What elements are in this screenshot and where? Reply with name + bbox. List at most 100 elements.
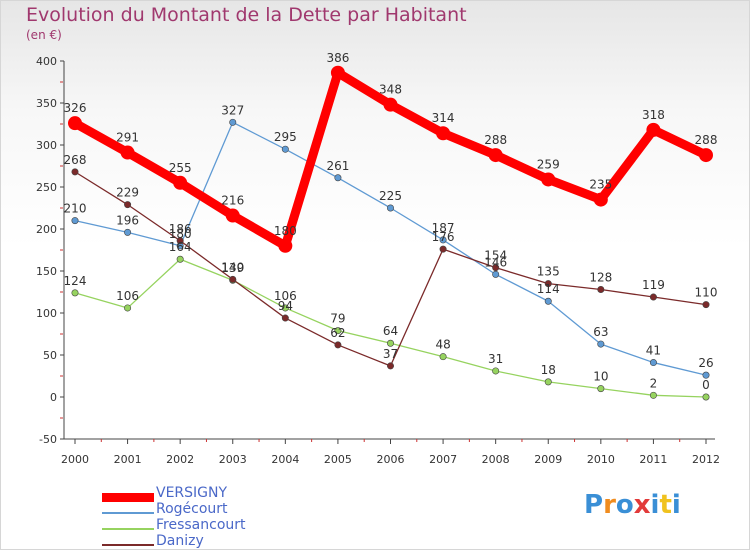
data-label: 268 <box>64 153 87 167</box>
y-tick-label: 250 <box>36 181 57 194</box>
data-point <box>229 275 237 283</box>
data-point <box>597 285 605 293</box>
data-label: 106 <box>274 289 297 303</box>
data-point <box>386 362 394 370</box>
x-tick-label: 2005 <box>324 453 352 466</box>
y-tick-label: 0 <box>50 391 57 404</box>
data-label: 186 <box>169 222 192 236</box>
data-label: 216 <box>221 194 244 208</box>
logo-letter: i <box>650 490 660 520</box>
data-label: 261 <box>326 159 349 173</box>
x-tick-label: 2010 <box>587 453 615 466</box>
y-tick-label: 350 <box>36 97 57 110</box>
data-label: 176 <box>432 230 455 244</box>
logo-letter: o <box>615 490 634 520</box>
data-label: 10 <box>593 370 608 384</box>
data-point <box>229 118 237 126</box>
data-point <box>439 236 447 244</box>
data-label: 327 <box>221 103 244 117</box>
logo-letter: i <box>671 490 681 520</box>
data-point <box>436 126 451 141</box>
data-label: 0 <box>702 378 710 392</box>
data-point <box>281 314 289 322</box>
x-tick-label: 2004 <box>271 453 299 466</box>
data-label: 235 <box>589 178 612 192</box>
data-point <box>334 341 342 349</box>
data-point <box>702 371 710 379</box>
legend-label: Danizy <box>156 533 204 549</box>
data-label: 119 <box>642 278 665 292</box>
data-label: 229 <box>116 186 139 200</box>
data-label: 187 <box>432 221 455 235</box>
data-point <box>124 228 132 236</box>
data-label: 63 <box>593 325 608 339</box>
data-label: 386 <box>326 51 349 65</box>
data-point <box>541 172 556 187</box>
data-point <box>71 168 79 176</box>
x-tick-label: 2001 <box>114 453 142 466</box>
data-label: 18 <box>541 363 556 377</box>
data-label: 146 <box>484 255 507 269</box>
data-label: 259 <box>537 157 560 171</box>
legend-label: Fressancourt <box>156 517 246 533</box>
data-label: 140 <box>221 260 244 274</box>
data-point <box>225 208 240 223</box>
data-point <box>488 148 503 163</box>
legend-label: VERSIGNY <box>156 485 228 501</box>
data-point <box>492 367 500 375</box>
logo-letter: P <box>584 490 604 520</box>
data-point <box>281 304 289 312</box>
chart-title: Evolution du Montant de la Dette par Hab… <box>26 4 467 26</box>
data-point <box>176 237 184 245</box>
data-point <box>439 353 447 361</box>
data-label: 48 <box>435 338 450 352</box>
x-tick-label: 2002 <box>166 453 194 466</box>
data-label: 26 <box>698 356 713 370</box>
data-point <box>597 385 605 393</box>
data-point <box>544 297 552 305</box>
chart-unit-label: (en €) <box>26 28 62 42</box>
x-tick-label: 2006 <box>377 453 405 466</box>
data-point <box>649 293 657 301</box>
data-point <box>544 280 552 288</box>
data-point <box>120 145 135 160</box>
y-tick-label: 300 <box>36 139 57 152</box>
y-tick-label: 50 <box>43 349 57 362</box>
data-point <box>646 122 661 137</box>
data-point <box>330 65 345 80</box>
data-label: 348 <box>379 83 402 97</box>
data-point <box>383 97 398 112</box>
data-label: 225 <box>379 189 402 203</box>
data-point <box>278 238 293 253</box>
data-point <box>492 270 500 278</box>
data-label: 154 <box>484 249 507 263</box>
data-label: 128 <box>589 270 612 284</box>
data-label: 62 <box>330 326 345 340</box>
data-label: 41 <box>646 344 661 358</box>
data-label: 37 <box>383 347 398 361</box>
data-label: 210 <box>64 202 87 216</box>
logo-letter: r <box>603 490 616 520</box>
data-label: 196 <box>116 213 139 227</box>
logo-letter: t <box>659 490 672 520</box>
x-tick-label: 2000 <box>61 453 89 466</box>
x-tick-label: 2008 <box>482 453 510 466</box>
data-point <box>702 301 710 309</box>
x-tick-label: 2011 <box>639 453 667 466</box>
y-tick-label: -50 <box>39 433 57 446</box>
data-point <box>649 359 657 367</box>
data-point <box>71 289 79 297</box>
legend-swatch <box>102 528 154 530</box>
data-point <box>649 391 657 399</box>
data-label: 314 <box>432 111 455 125</box>
y-tick-label: 150 <box>36 265 57 278</box>
data-point <box>492 264 500 272</box>
legend-swatch <box>102 544 154 546</box>
x-tick-label: 2007 <box>429 453 457 466</box>
data-point <box>281 145 289 153</box>
data-label: 180 <box>169 227 192 241</box>
data-label: 326 <box>64 101 87 115</box>
data-point <box>386 204 394 212</box>
data-label: 106 <box>116 289 139 303</box>
